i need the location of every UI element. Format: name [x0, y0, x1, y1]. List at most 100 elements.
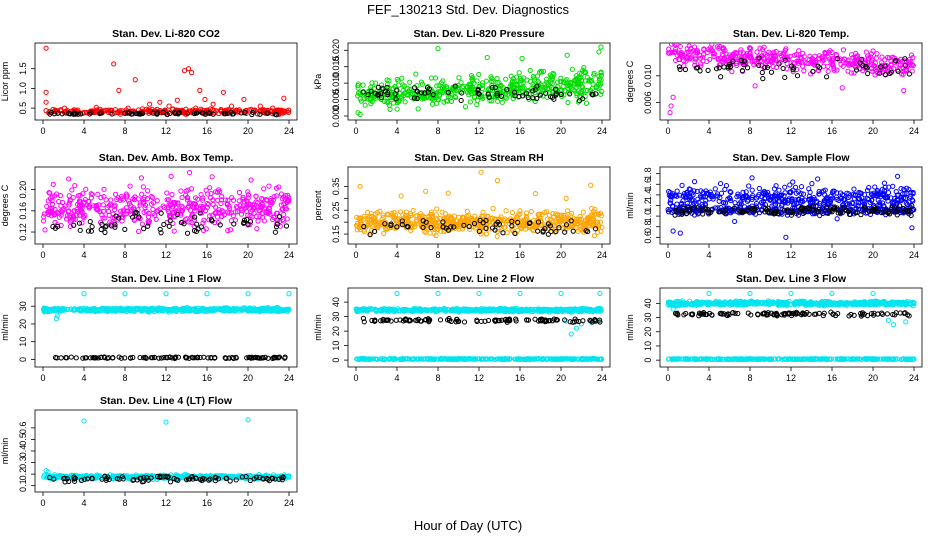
data-point-hourly [756, 62, 762, 68]
data-point-outlier [53, 316, 59, 322]
data-point [495, 98, 501, 104]
data-point [744, 51, 750, 57]
data-point-hourly [902, 62, 909, 69]
data-point [280, 216, 286, 223]
data-point [102, 215, 108, 221]
data-point [849, 200, 855, 206]
data-point [459, 307, 465, 313]
data-point-hourly [766, 210, 772, 216]
data-point-outlier [901, 87, 907, 94]
data-point [395, 78, 401, 84]
data-point [114, 196, 120, 203]
data-point [674, 201, 680, 207]
data-point-outlier [286, 291, 292, 297]
data-point [535, 216, 541, 222]
data-point-hourly [556, 225, 562, 231]
data-point [674, 188, 680, 194]
data-point-hourly [164, 111, 170, 118]
data-point-outlier [204, 291, 210, 297]
data-point-hourly [834, 205, 840, 211]
data-point-hourly [893, 58, 899, 64]
data-point-hourly [116, 215, 122, 221]
data-point-hourly [562, 229, 568, 235]
data-point-hourly [411, 85, 418, 91]
data-point-hourly [807, 206, 813, 212]
data-point [503, 95, 509, 101]
data-point-hourly [705, 207, 711, 213]
data-point [588, 212, 594, 218]
data-point-hourly [535, 228, 541, 234]
data-point [186, 307, 192, 313]
data-point [403, 307, 409, 313]
data-point [251, 205, 257, 211]
y-tick-label: 0.15 [331, 225, 341, 243]
data-point [440, 89, 446, 96]
data-point-hourly [87, 219, 93, 225]
data-point-outlier [532, 191, 538, 197]
data-point [358, 98, 364, 104]
data-point [254, 226, 260, 232]
data-point [87, 204, 93, 210]
data-point [746, 183, 752, 189]
data-point-outlier [197, 87, 203, 93]
data-point-outlier [111, 61, 117, 67]
data-point [89, 191, 95, 198]
data-point [511, 84, 517, 90]
data-point [402, 99, 408, 105]
data-point-hourly [77, 227, 83, 233]
data-point [872, 184, 878, 190]
data-point [706, 191, 712, 197]
data-point-outlier [839, 85, 845, 91]
data-point [394, 106, 400, 112]
data-point [179, 194, 185, 201]
data-point [782, 200, 788, 206]
data-point [669, 193, 675, 199]
data-point-hourly [265, 110, 271, 116]
data-point-hourly [744, 65, 751, 71]
data-point [212, 210, 218, 216]
data-point [462, 104, 469, 110]
data-point-outlier [909, 225, 915, 231]
data-point-hourly [476, 228, 482, 234]
data-point-hourly [706, 210, 712, 216]
y-tick-label: 1.2 [643, 199, 653, 212]
data-point [88, 191, 94, 197]
data-point [83, 186, 89, 192]
data-point [184, 197, 191, 203]
data-point [467, 84, 473, 91]
data-point [188, 214, 194, 220]
data-point-hourly [800, 210, 806, 217]
data-point [207, 185, 213, 191]
data-point-hourly [823, 204, 830, 211]
data-point [100, 208, 106, 215]
data-point [831, 65, 837, 72]
data-point-hourly [764, 64, 771, 71]
data-point [569, 66, 575, 72]
data-point [869, 62, 875, 68]
data-point [513, 214, 520, 220]
data-point [584, 87, 591, 93]
data-point-outlier [66, 176, 72, 182]
data-point-hourly [394, 224, 400, 230]
data-point [282, 206, 288, 212]
data-point [95, 306, 102, 313]
data-point [825, 68, 831, 75]
data-point-hourly [276, 354, 283, 360]
data-point [419, 81, 426, 87]
data-point [454, 305, 460, 312]
data-point [881, 180, 888, 186]
data-point [909, 68, 915, 74]
data-point [397, 209, 404, 215]
data-point [829, 61, 835, 67]
data-point-hourly [512, 230, 518, 237]
data-point-hourly [721, 64, 727, 70]
data-point-hourly [137, 354, 143, 361]
data-point [568, 223, 574, 229]
data-point [665, 206, 671, 213]
data-point [447, 95, 453, 101]
data-point [900, 71, 906, 77]
data-point [100, 202, 106, 208]
y-tick-label: 1.8 [643, 167, 653, 180]
data-point [866, 185, 872, 191]
